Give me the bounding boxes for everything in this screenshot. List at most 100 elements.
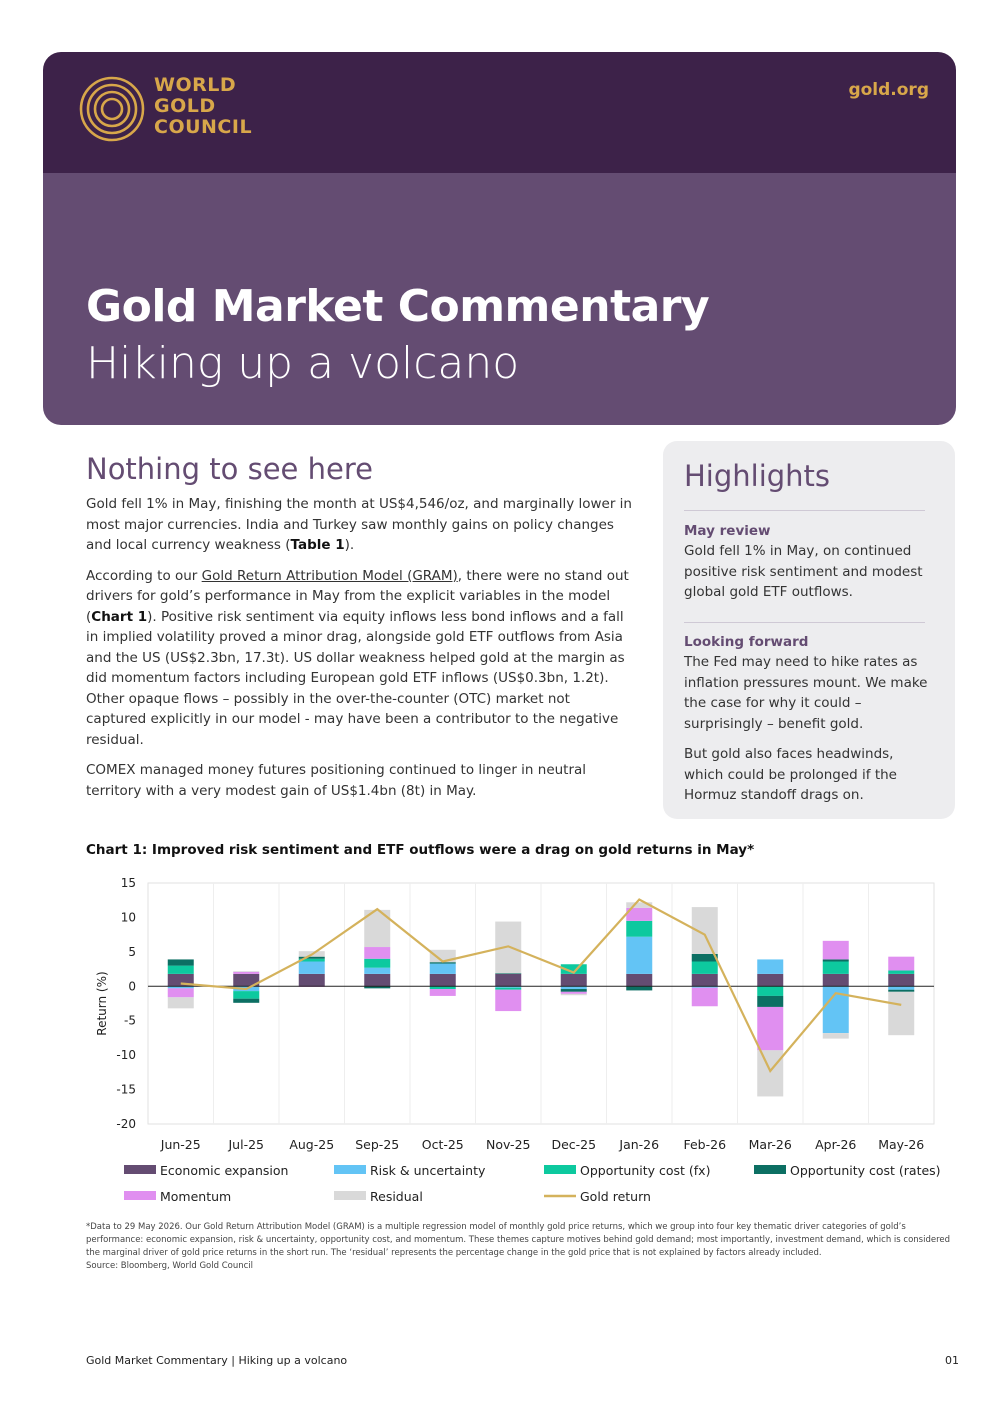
bar-segment (167, 997, 194, 1009)
bar-segment (364, 986, 391, 989)
bar-segment (233, 973, 260, 987)
bar-segment (495, 973, 522, 974)
bar-segment (495, 987, 522, 990)
bar-segment (298, 973, 325, 987)
bar-segment (757, 986, 784, 996)
bar-segment (298, 961, 325, 974)
y-tick-label: -10 (116, 1048, 136, 1062)
legend-label: Economic expansion (160, 1163, 288, 1178)
bar-segment (822, 961, 849, 974)
logo-line-2: GOLD (154, 95, 216, 117)
bar-segment (429, 986, 456, 990)
chart-title: Chart 1: Improved risk sentiment and ETF… (86, 842, 755, 858)
highlights-title: Highlights (684, 459, 831, 493)
bar-segment (298, 956, 325, 959)
bar-segment (233, 971, 260, 972)
paragraph-2: According to our Gold Return Attribution… (86, 566, 634, 751)
bar-segment (888, 956, 915, 971)
y-tick-label: 10 (121, 910, 136, 924)
x-tick-label: Jul-25 (228, 1137, 265, 1152)
paragraph-1: Gold fell 1% in May, finishing the month… (86, 494, 634, 556)
bar-segment (495, 989, 522, 1012)
bar-segment (888, 970, 915, 974)
x-tick-label: May-26 (878, 1137, 924, 1152)
x-tick-label: Jun-25 (160, 1137, 201, 1152)
bar-segment (167, 986, 194, 989)
footnote: *Data to 29 May 2026. Our Gold Return At… (86, 1221, 958, 1273)
x-tick-label: Feb-26 (683, 1137, 726, 1152)
world-gold-council-logo-icon (78, 75, 146, 147)
bar-segment (364, 973, 391, 987)
section-title: Nothing to see here (86, 452, 373, 486)
bar-segment (626, 907, 653, 921)
legend-swatch (124, 1165, 156, 1174)
bar-segment (691, 987, 718, 1007)
bar-segment (495, 973, 522, 987)
bar-segment (822, 940, 849, 960)
x-tick-label: Apr-26 (815, 1137, 856, 1152)
legend-label: Gold return (580, 1189, 651, 1204)
bar-segment (691, 986, 718, 988)
header-title-band (43, 150, 956, 425)
page-title: Gold Market Commentary (86, 281, 710, 332)
y-tick-label: -20 (116, 1117, 136, 1131)
gold-return-line (180, 898, 902, 1073)
bar-segment (429, 989, 456, 996)
bar-segment (691, 961, 718, 974)
bar-segment (888, 991, 915, 1036)
divider (684, 510, 925, 511)
x-tick-label: Oct-25 (422, 1137, 464, 1152)
body-text: Gold fell 1% in May, finishing the month… (86, 494, 634, 811)
bar-segment (626, 936, 653, 974)
highlights-box: Highlights May review Gold fell 1% in Ma… (663, 441, 955, 819)
footnote-text: *Data to 29 May 2026. Our Gold Return At… (86, 1222, 951, 1258)
bar-segment (757, 1050, 784, 1097)
bar-segment (691, 973, 718, 987)
bar-segment (364, 958, 391, 968)
bar-segment (626, 986, 653, 991)
y-tick-label: -15 (116, 1083, 136, 1097)
gram-chart: 15 10 5 0 -5 -10 -15 -20 Return (%) Jun-25 Jul-25 A… (95, 876, 941, 1204)
bar-segment (560, 964, 587, 974)
paragraph-1-text: Gold fell 1% in May, finishing the month… (86, 496, 632, 553)
bar-segment (691, 953, 718, 962)
bar-segment (429, 962, 456, 964)
legend-label: Opportunity cost (rates) (790, 1163, 941, 1178)
bar-segment (626, 902, 653, 908)
bar-segment (560, 989, 587, 992)
bar-segment (233, 991, 260, 999)
logo-line-3: COUNCIL (154, 116, 253, 138)
legend-swatch (334, 1191, 366, 1200)
chart-1-ref: Chart 1 (91, 608, 148, 625)
x-tick-label: Sep-25 (355, 1137, 399, 1152)
gram-link[interactable]: Gold Return Attribution Model (GRAM) (201, 567, 458, 584)
y-axis-label: Return (%) (95, 971, 109, 1035)
legend-label: Residual (370, 1189, 423, 1204)
bar-segment (364, 947, 391, 959)
header-top-band (43, 52, 956, 173)
paragraph-3: COMEX managed money futures positioning … (86, 762, 587, 799)
divider (684, 622, 925, 623)
may-review-text: Gold fell 1% in May, on continued positi… (684, 543, 923, 600)
paragraph-2-c: ). Positive risk sentiment via equity in… (86, 608, 625, 748)
x-tick-label: Nov-25 (486, 1137, 530, 1152)
bar-segment (560, 986, 587, 990)
bar-segment (560, 973, 587, 987)
bar-segment (757, 1006, 784, 1051)
bar-segment (495, 986, 522, 988)
bar-segment (757, 973, 784, 987)
bar-segment (888, 986, 915, 990)
footnote-source: Source: Bloomberg, World Gold Council (86, 1261, 254, 1271)
logo-wordmark: WORLD GOLD COUNCIL (154, 75, 252, 138)
x-tick-label: Aug-25 (289, 1137, 334, 1152)
looking-forward-text-1: The Fed may need to hike rates as inflat… (684, 654, 928, 732)
y-tick-label: 15 (121, 876, 136, 890)
bar-segment (167, 988, 194, 998)
legend-swatch (754, 1165, 786, 1174)
x-tick-label: Jan-26 (618, 1137, 659, 1152)
bar-segment (822, 1033, 849, 1039)
bar-segment (364, 967, 391, 974)
page-number: 01 (945, 1354, 959, 1367)
site-link[interactable]: gold.org (848, 80, 929, 100)
bar-segment (429, 973, 456, 987)
